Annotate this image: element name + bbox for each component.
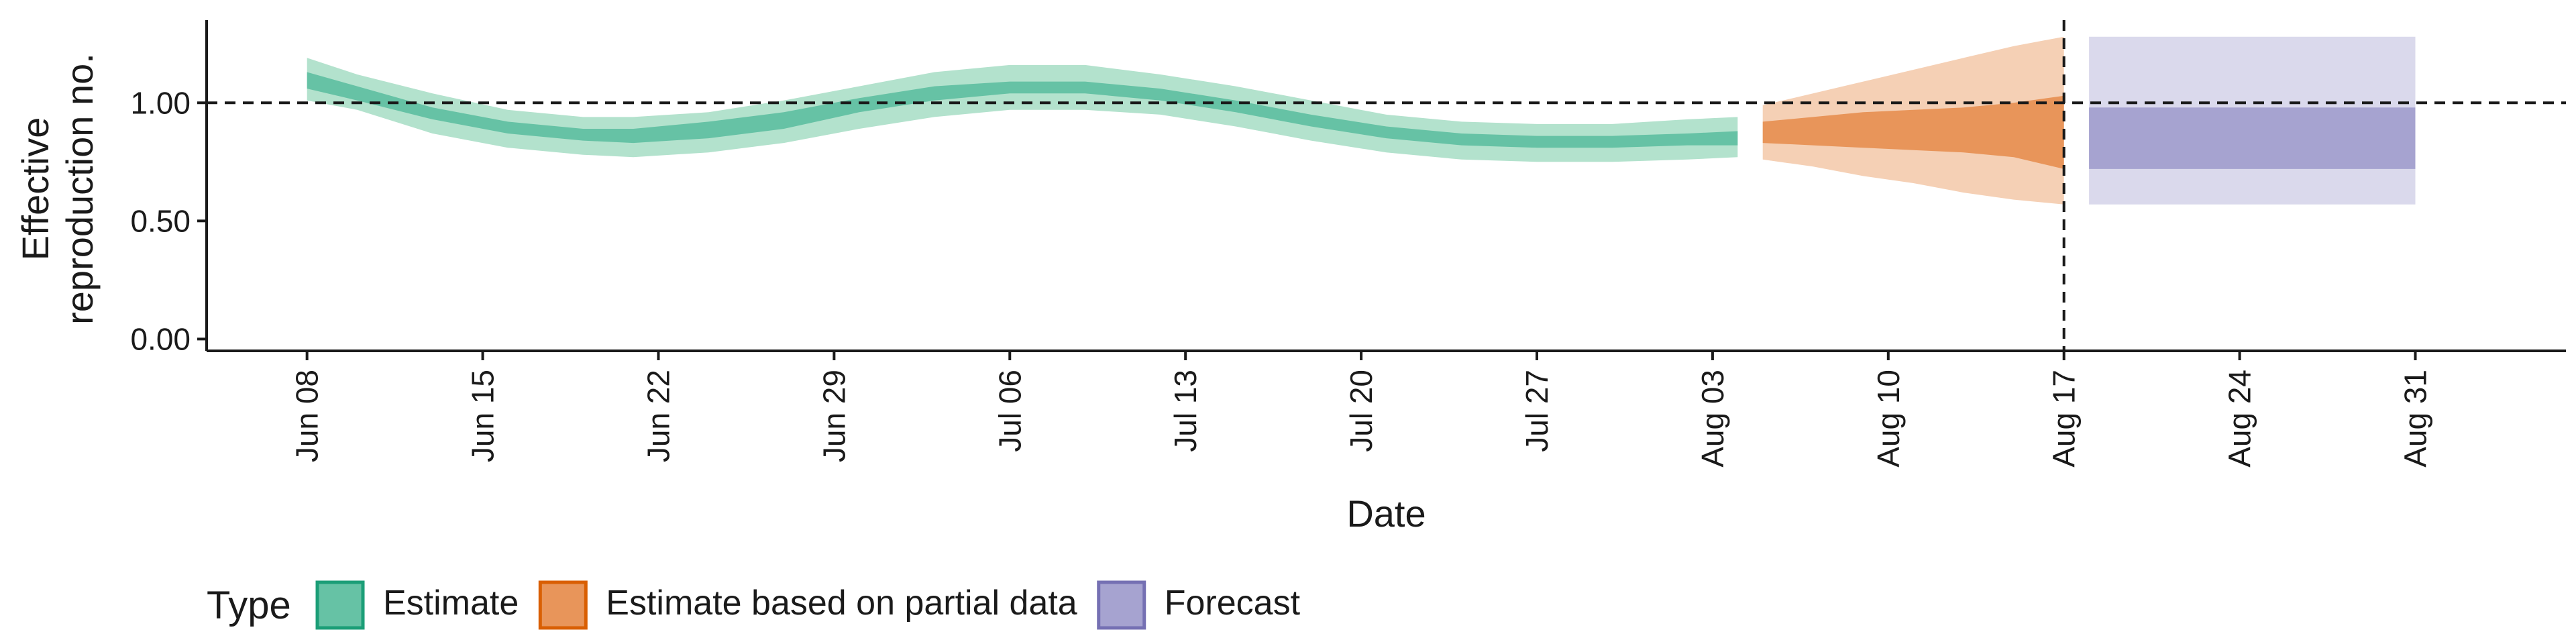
x-axis-title: Date bbox=[1346, 492, 1426, 535]
legend-label: Forecast bbox=[1165, 584, 1301, 623]
axis-labels: Date Effective reproduction no. bbox=[14, 53, 1426, 535]
x-tick-label: Aug 03 bbox=[1695, 370, 1730, 468]
y-tick-label: 0.00 bbox=[130, 321, 191, 356]
legend-swatch bbox=[1097, 580, 1146, 630]
legend-swatch bbox=[315, 580, 365, 630]
x-tick-label: Jun 15 bbox=[466, 370, 500, 462]
legend: Type Estimate Estimate based on partial da… bbox=[207, 580, 1301, 630]
series-1-inner-band bbox=[307, 72, 1738, 148]
axes: 0.00 0.50 1.00 Jun 08 Jun 15 Jun 22 Jun 29 Jul … bbox=[130, 20, 2566, 468]
legend-item-2: Estimate based on partial data bbox=[538, 580, 1077, 630]
legend-swatch bbox=[538, 580, 588, 630]
x-tick-label: Jul 20 bbox=[1344, 370, 1379, 452]
reference-lines bbox=[207, 20, 2566, 351]
y-axis-title-line: Effective bbox=[14, 117, 56, 261]
legend-title: Type bbox=[207, 584, 291, 627]
x-tick-label: Aug 17 bbox=[2047, 370, 2082, 468]
legend-item-1: Estimate bbox=[315, 580, 519, 630]
uncertainty-bands bbox=[307, 36, 2416, 205]
x-tick-label: Jul 27 bbox=[1519, 370, 1554, 452]
x-tick-label: Jun 08 bbox=[290, 370, 325, 462]
series-2 bbox=[1762, 36, 2064, 205]
series-2-inner-band bbox=[1762, 95, 2064, 169]
x-tick-label: Aug 10 bbox=[1871, 370, 1906, 468]
series-3 bbox=[2089, 36, 2416, 205]
x-tick-label: Jun 22 bbox=[641, 370, 676, 462]
legend-label: Estimate bbox=[383, 584, 519, 623]
legend-label: Estimate based on partial data bbox=[606, 584, 1077, 623]
y-axis-title-line: reproduction no. bbox=[58, 53, 101, 325]
x-tick-label: Aug 24 bbox=[2222, 370, 2257, 468]
y-tick-label: 1.00 bbox=[130, 85, 191, 120]
x-tick-label: Jun 29 bbox=[816, 370, 851, 462]
series-1 bbox=[307, 58, 1738, 162]
x-tick-label: Jul 13 bbox=[1168, 370, 1203, 452]
series-3-inner-band bbox=[2089, 107, 2416, 169]
legend-item-3: Forecast bbox=[1097, 580, 1301, 630]
x-tick-label: Aug 31 bbox=[2398, 370, 2433, 468]
x-tick-label: Jul 06 bbox=[992, 370, 1027, 452]
y-tick-label: 0.50 bbox=[130, 203, 191, 238]
